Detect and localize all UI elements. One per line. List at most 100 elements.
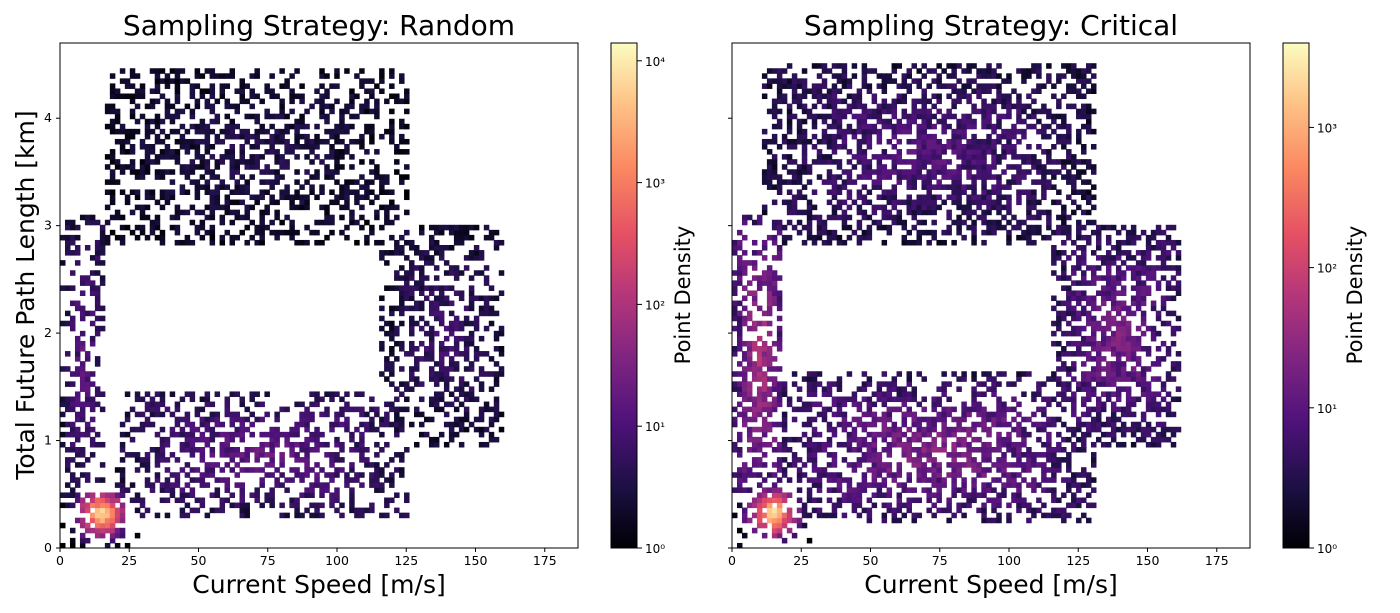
heatmap-cell [771,295,778,302]
heatmap-cell [876,133,883,140]
heatmap-cell [369,477,375,483]
heatmap-cell [334,497,340,504]
heatmap-cell [119,93,126,100]
heatmap-cell [831,73,838,79]
heatmap-cell [756,457,763,463]
heatmap-cell [339,396,345,403]
heatmap-cell [1086,209,1092,216]
heatmap-cell [941,199,947,206]
heatmap-cell [846,103,853,110]
heatmap-cell [976,169,982,175]
heatmap-cell [956,224,962,231]
heatmap-cell [94,305,101,312]
heatmap-cell [389,133,395,140]
heatmap-cell [448,356,455,362]
heatmap-cell [214,159,221,165]
heatmap-cell [309,467,315,473]
heatmap-cell [771,472,778,478]
heatmap-cell [1086,320,1092,327]
heatmap-cell [409,265,415,271]
heatmap-cell [741,270,748,276]
heatmap-cell [1061,421,1067,428]
heatmap-cell [179,239,186,246]
heatmap-cell [761,426,768,433]
heatmap-cell [821,512,828,519]
heatmap-cell [732,239,738,246]
heatmap-cell [473,376,480,382]
heatmap-cell [881,396,888,403]
heatmap-cell [64,502,71,509]
heatmap-cell [249,431,255,438]
heatmap-cell [488,386,495,392]
heatmap-cell [741,467,748,473]
heatmap-cell [374,452,380,458]
heatmap-cell [488,320,495,327]
heatmap-cell [1066,255,1072,261]
heatmap-cell [224,113,231,120]
heatmap-cell [94,361,101,367]
heatmap-cell [1066,214,1072,221]
heatmap-cell [468,305,475,312]
heatmap-cell [354,477,360,483]
heatmap-cell [389,346,395,352]
heatmap-cell [204,467,211,473]
heatmap-cell [354,426,360,433]
heatmap-cell [239,78,245,84]
panel-random: Sampling Strategy: Random 0 25 50 75 100 125 1… [11,9,695,599]
heatmap-cell [423,275,430,281]
heatmap-cell [69,401,76,408]
heatmap-cell [751,411,758,418]
heatmap-cell [169,472,176,478]
heatmap-cell [961,68,967,74]
heatmap-cell [304,447,310,453]
heatmap-cell [811,83,818,89]
heatmap-cell [174,93,181,100]
heatmap-cell [811,452,818,458]
heatmap-cell [826,179,833,185]
heatmap-cell [174,239,181,246]
heatmap-cell [976,381,982,387]
heatmap-cell [299,447,305,453]
heatmap-cell [184,447,191,453]
heatmap-cell [831,144,838,150]
heatmap-cell [174,416,181,423]
heatmap-cell [104,219,111,226]
heatmap-cell [269,447,275,453]
heatmap-cell [314,426,320,433]
heatmap-cell [941,68,947,74]
heatmap-cell [119,164,126,170]
heatmap-cell [329,133,335,140]
heatmap-cell [319,396,325,403]
heatmap-cell [423,295,430,302]
heatmap-cell [1066,194,1072,201]
heatmap-cell [433,315,440,322]
heatmap-cell [169,452,176,458]
heatmap-cell [1011,492,1017,498]
heatmap-cell [64,421,71,428]
heatmap-cell [379,224,385,231]
heatmap-cell [956,184,962,190]
heatmap-cell [428,335,435,342]
heatmap-cell [976,108,982,115]
heatmap-cell [806,452,813,458]
heatmap-cell [1071,265,1077,271]
heatmap-cell [866,376,873,382]
heatmap-cell [374,472,380,478]
heatmap-cell [304,457,310,463]
heatmap-cell [139,88,146,94]
heatmap-cell [339,441,345,448]
heatmap-cell [806,512,813,519]
heatmap-cell [991,83,997,89]
heatmap-cell [746,280,753,286]
heatmap-cell [921,123,927,130]
heatmap-cell [488,234,495,241]
heatmap-cell [911,239,917,246]
heatmap-cell [921,164,927,170]
heatmap-cell [981,452,987,458]
heatmap-cell [766,361,773,367]
heatmap-cell [956,179,962,185]
heatmap-cell [851,98,858,105]
heatmap-cell [239,492,245,498]
heatmap-cell [179,512,186,519]
heatmap-cell [911,164,917,170]
